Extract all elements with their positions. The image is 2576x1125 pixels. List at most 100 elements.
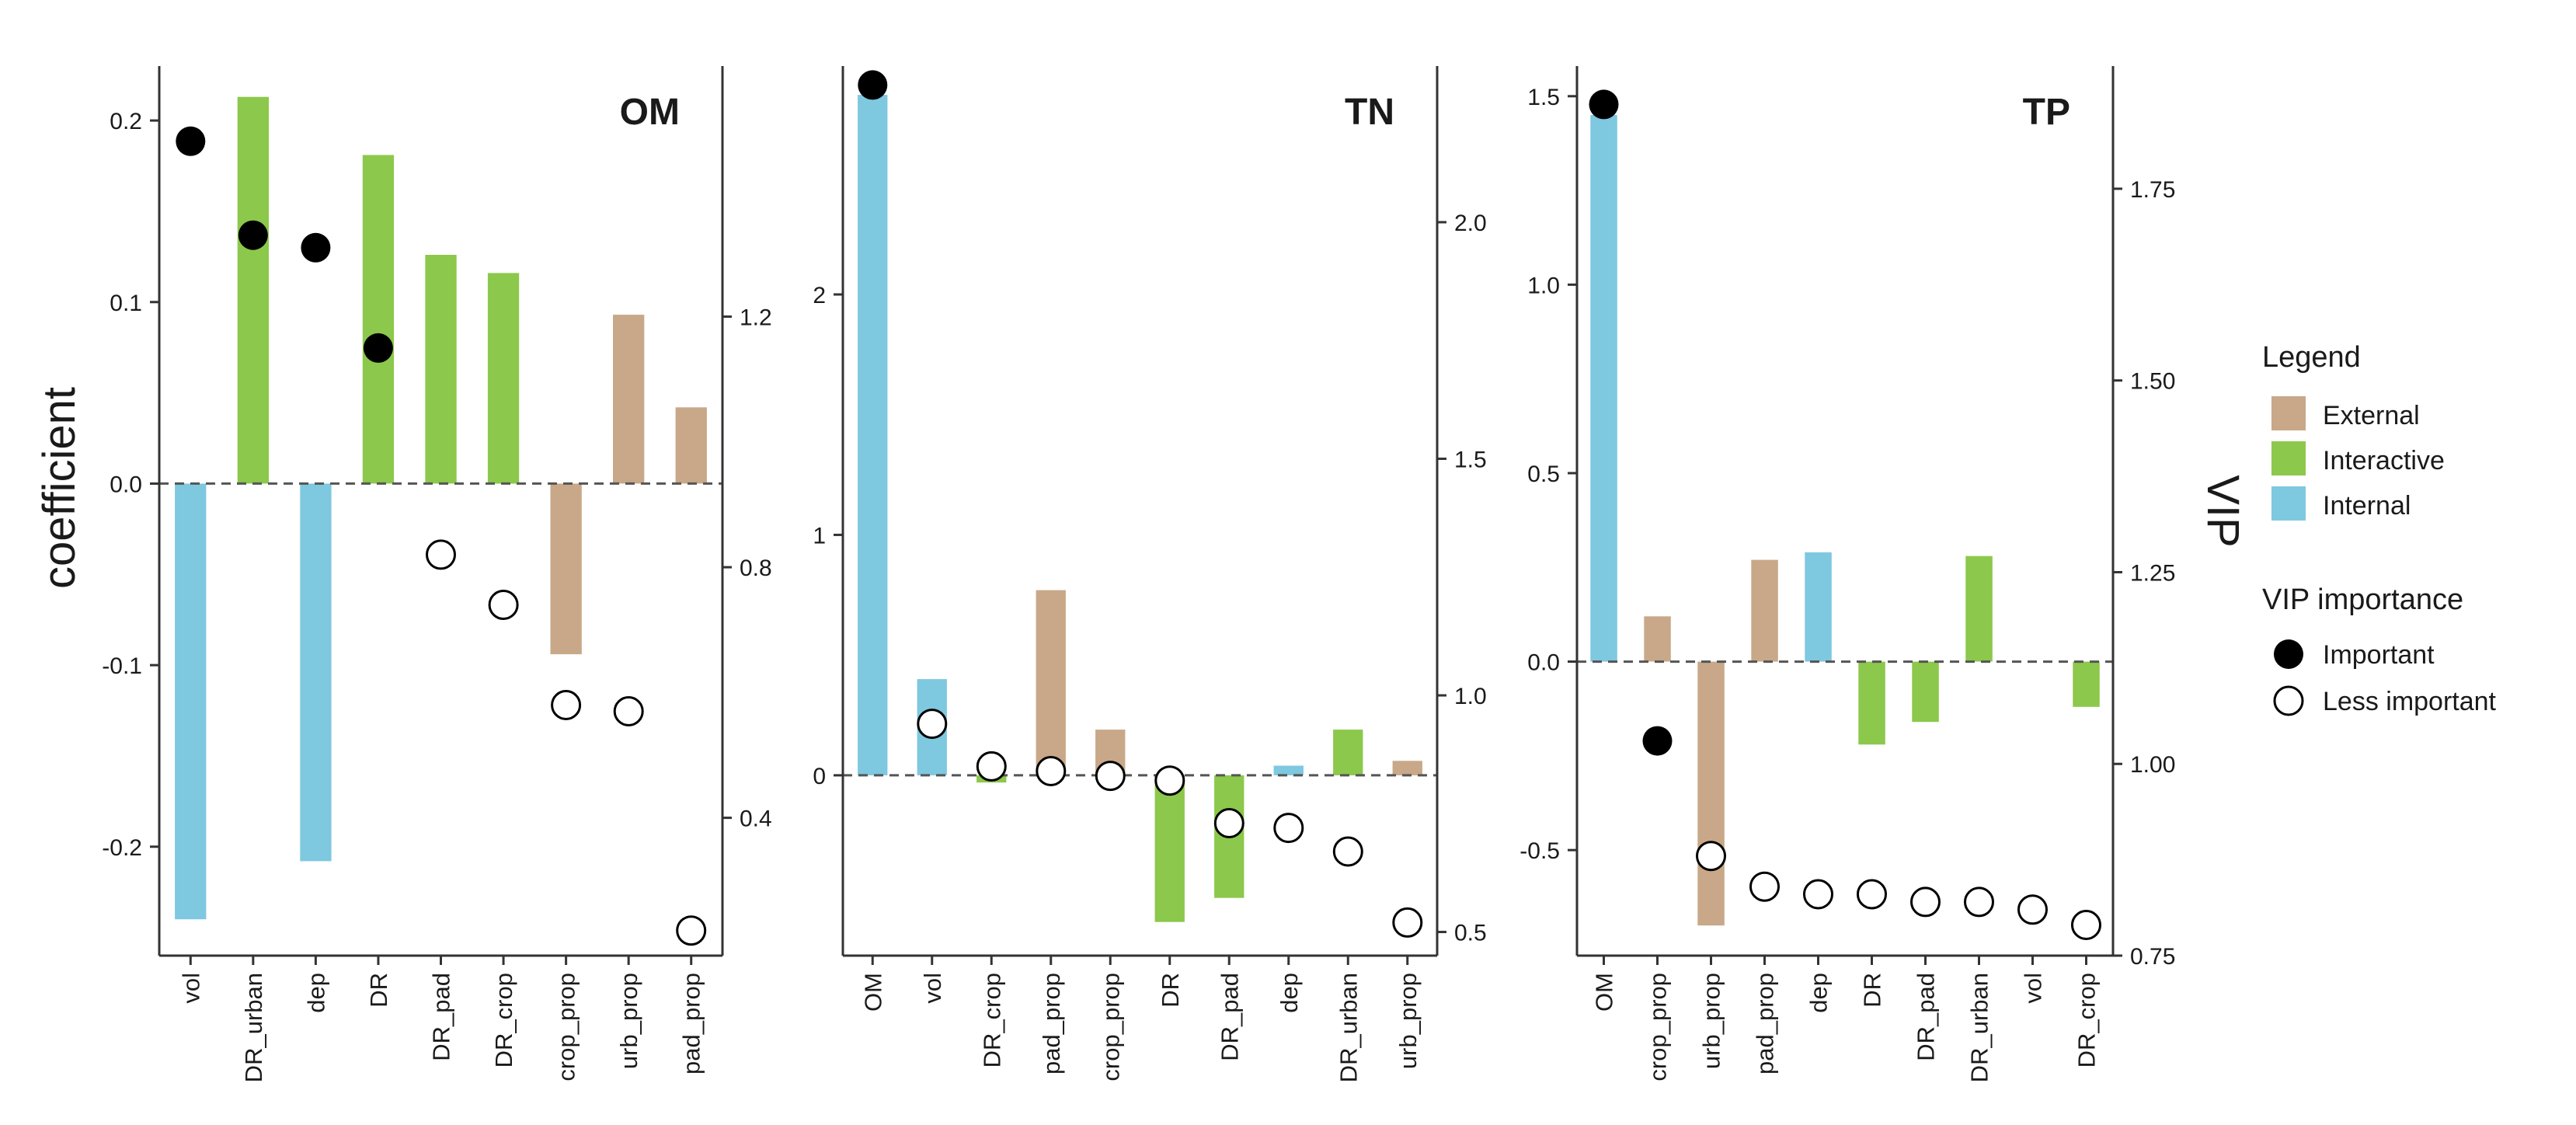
panel-title: OM — [620, 92, 680, 133]
vip-tick-label: 1.25 — [2130, 560, 2175, 586]
panel-tp: -0.5 0.0 0.5 1.0 1.5 0.75 1.00 1.25 1.50 1.75 OM cr… — [1519, 66, 2248, 1082]
vip-marker-less-important — [551, 690, 582, 720]
vip-marker-less-important — [488, 590, 519, 620]
bar-dep — [1805, 552, 1832, 662]
vip-marker-less-important — [1857, 879, 1887, 910]
legend-swatch-interactive — [2271, 441, 2306, 475]
vip-marker-less-important — [426, 539, 456, 570]
x-category-label: DR_pad — [1913, 973, 1940, 1061]
vip-tick-label: 1.00 — [2130, 752, 2175, 778]
bar-crop-prop — [1644, 616, 1671, 662]
x-category-label: urb_prop — [1394, 973, 1422, 1069]
vip-marker-less-important — [1332, 836, 1363, 867]
y-tick-label: -0.5 — [1519, 838, 1560, 864]
legend-label-interactive: Interactive — [2323, 446, 2445, 475]
vip-marker-less-important — [1803, 879, 1833, 910]
x-category-label: OM — [859, 973, 886, 1012]
x-category-label: DR — [1157, 973, 1184, 1008]
legend-vip-title: VIP importance — [2262, 583, 2463, 616]
x-category-label: dep — [1805, 973, 1833, 1013]
x-category-label: crop_prop — [1645, 973, 1672, 1081]
bar-dr — [1858, 661, 1885, 745]
x-category-label: DR_crop — [2073, 973, 2101, 1068]
vip-marker-important — [238, 220, 268, 250]
bar-dr-pad — [425, 255, 457, 484]
y-tick-label: -0.1 — [102, 653, 142, 679]
bar-dr — [362, 155, 395, 484]
vip-marker-important — [1589, 89, 1619, 120]
x-category-label: urb_prop — [615, 973, 642, 1069]
x-category-label: dep — [1276, 973, 1303, 1013]
x-category-label: vol — [2020, 973, 2047, 1004]
vip-marker-less-important — [976, 751, 1007, 782]
x-category-label: DR_pad — [428, 973, 455, 1061]
bar-dr-urban — [237, 96, 269, 484]
bar-om — [1590, 115, 1617, 662]
x-category-label: DR_urban — [240, 973, 267, 1082]
vip-tick-label: 1.50 — [2130, 369, 2175, 395]
bar-pad-prop — [675, 407, 707, 484]
panel-title: TN — [1345, 92, 1394, 133]
legend: Legend External Interactive Internal VIP… — [2262, 341, 2497, 716]
x-category-label: vol — [919, 973, 946, 1004]
vip-marker-less-important — [917, 709, 948, 740]
y-tick-label: 1.5 — [1527, 85, 1560, 110]
bar-dr-pad — [1912, 661, 1939, 723]
vip-tick-label: 0.75 — [2130, 944, 2175, 970]
x-category-label: DR_crop — [978, 973, 1005, 1068]
y-tick-label: 1 — [813, 523, 826, 549]
panel-tn: 0 1 2 0.5 1.0 1.5 2.0 OM vol DR_crop pad_prop crop_… — [813, 66, 1487, 1082]
y-tick-label: 0 — [813, 764, 826, 789]
x-category-label: urb_prop — [1698, 973, 1725, 1069]
x-category-label: crop_prop — [553, 973, 580, 1081]
x-category-label: DR_urban — [1335, 973, 1362, 1082]
bar-dep — [1273, 765, 1304, 775]
vip-tick-label: 1.2 — [740, 305, 772, 331]
y-tick-label: 1.0 — [1527, 273, 1560, 298]
y-tick-label: 0.1 — [110, 291, 142, 316]
x-category-label: pad_prop — [1038, 973, 1065, 1074]
panel-om: -0.2 -0.1 0.0 0.1 0.2 0.4 0.8 1.2 vol DR_urban dep… — [102, 66, 772, 1082]
vip-marker-less-important — [1273, 813, 1304, 844]
legend-label-external: External — [2323, 401, 2420, 430]
y-tick-label: 0.0 — [110, 472, 142, 497]
vip-tick-label: 1.0 — [1454, 684, 1487, 709]
vip-marker-less-important — [1964, 886, 1994, 918]
bar-dr-crop — [2073, 661, 2100, 707]
vip-marker-less-important — [1154, 765, 1185, 796]
x-category-label: dep — [302, 973, 329, 1013]
vip-marker-less-important — [1749, 871, 1780, 902]
x-category-label: vol — [177, 973, 204, 1004]
x-category-label: DR_urban — [1966, 973, 1993, 1082]
bar-om — [858, 95, 888, 775]
bar-crop-prop — [550, 483, 582, 655]
bar-urb-prop — [1392, 761, 1422, 775]
vip-tick-label: 1.75 — [2130, 177, 2175, 203]
vip-marker-less-important — [613, 696, 644, 726]
legend-label-important: Important — [2323, 640, 2435, 670]
x-category-label: DR — [1859, 973, 1886, 1008]
legend-label-less-important: Less important — [2323, 687, 2497, 716]
panel-title: TP — [2023, 92, 2070, 133]
vip-marker-less-important — [1036, 756, 1067, 786]
vip-marker-important — [301, 232, 331, 263]
vip-marker-less-important — [676, 915, 707, 946]
x-category-label: DR — [365, 973, 392, 1008]
vip-marker-less-important — [1392, 907, 1423, 938]
x-category-label: pad_prop — [1752, 973, 1779, 1074]
vip-tick-label: 1.5 — [1454, 448, 1487, 473]
bar-vol — [175, 483, 207, 920]
vip-marker-less-important — [1910, 886, 1941, 918]
x-category-label: pad_prop — [678, 973, 705, 1074]
vip-marker-less-important — [1095, 761, 1126, 792]
vip-marker-less-important — [2071, 910, 2101, 940]
vip-marker-less-important — [2017, 894, 2048, 925]
y-tick-label: 2 — [813, 283, 826, 308]
bar-dr-urban — [1333, 730, 1363, 775]
vip-marker-important — [176, 126, 206, 156]
vip-marker-important — [1642, 726, 1673, 756]
vip-marker-less-important — [1213, 808, 1244, 838]
legend-label-internal: Internal — [2323, 491, 2411, 521]
bar-dep — [300, 483, 332, 862]
